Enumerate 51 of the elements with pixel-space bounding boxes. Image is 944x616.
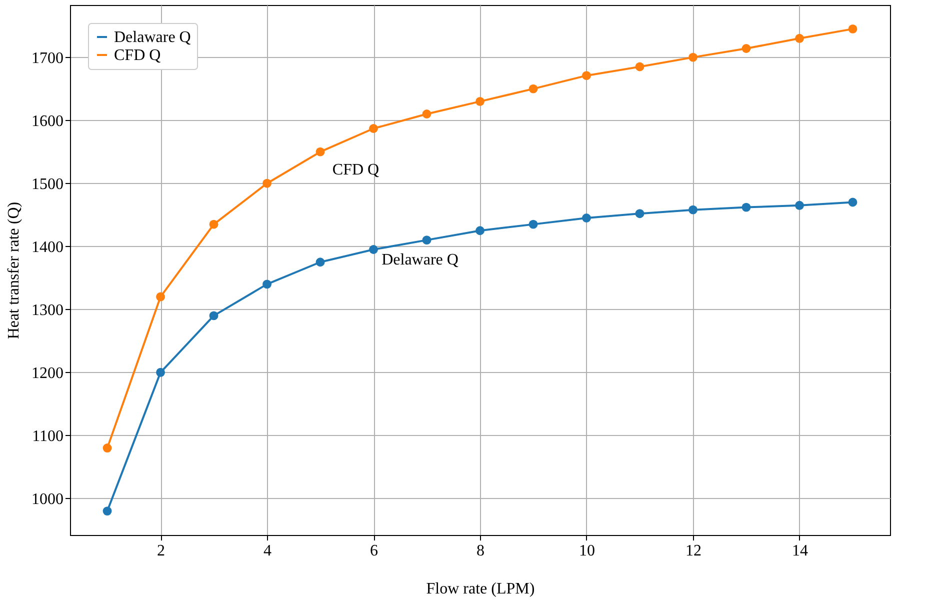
point — [582, 71, 591, 80]
y-tick-label: 1600 — [32, 112, 64, 130]
y-tick-label: 1200 — [32, 364, 64, 382]
legend-label: CFD Q — [114, 47, 162, 64]
point — [635, 209, 644, 218]
point — [688, 52, 698, 62]
x-axis-title: Flow rate (LPM) — [426, 580, 535, 598]
y-tick-label: 1300 — [32, 302, 64, 319]
annotation: Delaware Q — [382, 251, 459, 268]
y-tick-label: 1400 — [32, 238, 64, 256]
point — [635, 62, 644, 72]
point — [262, 178, 272, 188]
point — [422, 110, 432, 118]
y-tick-label: 1700 — [32, 50, 64, 67]
point — [528, 220, 538, 229]
point — [369, 124, 378, 133]
point — [742, 202, 751, 212]
x-tick-label: 6 — [370, 542, 378, 560]
point — [476, 226, 484, 236]
point — [422, 236, 432, 245]
point — [795, 200, 804, 210]
y-tick-label: 1000 — [32, 490, 64, 508]
y-axis-title: Heat transfer rate (Q) — [6, 202, 22, 340]
point — [209, 220, 218, 229]
x-tick-label: 8 — [476, 542, 484, 560]
point — [102, 506, 112, 516]
annotation: CFD Q — [332, 161, 380, 178]
point — [582, 214, 591, 222]
point — [528, 84, 538, 94]
point — [316, 258, 325, 267]
y-tick-label: 1500 — [32, 176, 64, 193]
point — [369, 245, 378, 254]
x-tick-label: 10 — [578, 542, 595, 560]
point — [156, 368, 165, 377]
x-tick-label: 14 — [792, 542, 808, 560]
x-tick-label: 12 — [685, 542, 702, 560]
point — [262, 280, 272, 289]
point — [316, 147, 325, 156]
point — [795, 34, 804, 43]
point — [848, 24, 858, 34]
legend-label: Delaware Q — [114, 29, 192, 46]
point — [209, 311, 218, 320]
x-tick-label: 4 — [264, 542, 272, 560]
point — [102, 444, 112, 452]
point — [476, 96, 484, 106]
point — [156, 292, 165, 302]
point — [848, 198, 858, 207]
point — [688, 205, 698, 214]
y-tick-label: 1100 — [32, 428, 64, 445]
point — [742, 44, 751, 53]
x-tick-label: 2 — [157, 542, 166, 560]
